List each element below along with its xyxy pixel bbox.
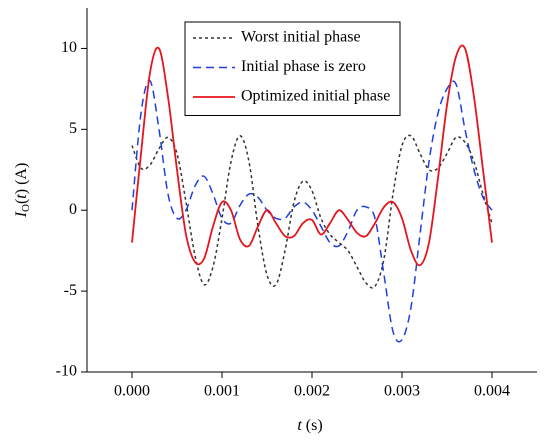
series-line [131, 79, 493, 343]
x-axis-label: t (s) [297, 417, 322, 434]
y-label-arg: t [13, 194, 30, 199]
x-tick-label: 0.000 [114, 383, 150, 400]
x-tick-label: 0.004 [474, 383, 510, 400]
series-line [131, 134, 493, 289]
x-label-var: t [297, 417, 302, 434]
x-tick-label: 0.002 [294, 383, 330, 400]
x-label-unit: (s) [302, 417, 323, 434]
x-tick-label: 0.003 [384, 383, 420, 400]
y-tick-label: -10 [56, 363, 77, 380]
y-label-sub: O [20, 204, 32, 212]
x-tick-label: 0.001 [204, 383, 240, 400]
y-label-var: I [13, 211, 30, 218]
y-axis-label: IO(t) (A) [13, 163, 32, 219]
y-label-unit: ) (A) [13, 163, 30, 195]
y-tick-label: 5 [69, 120, 77, 137]
legend-label: Initial phase is zero [241, 58, 366, 75]
y-tick-label: 0 [69, 201, 77, 218]
legend-label: Worst initial phase [241, 29, 361, 46]
y-tick-label: -5 [64, 282, 77, 299]
series-line [131, 44, 493, 267]
legend-box [184, 21, 401, 116]
legend-label: Optimized initial phase [241, 88, 390, 105]
y-label-paren: ( [13, 199, 30, 204]
y-tick-label: 10 [61, 39, 77, 56]
